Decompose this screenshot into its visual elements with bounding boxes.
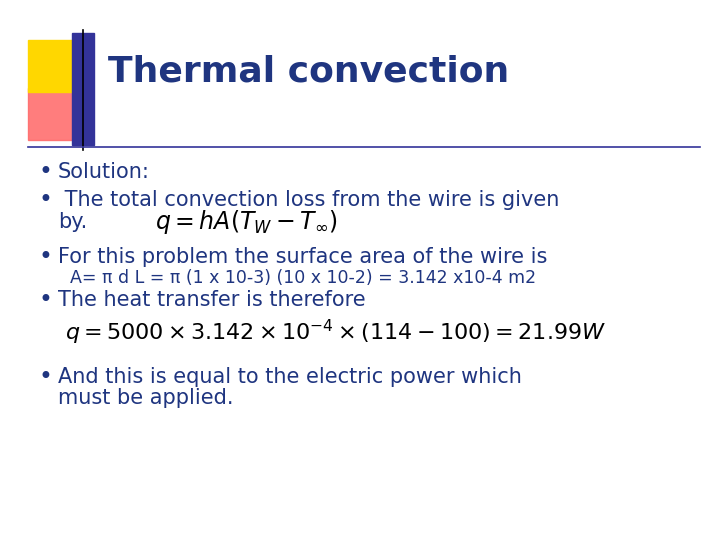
Text: For this problem the surface area of the wire is: For this problem the surface area of the…	[58, 247, 547, 267]
Text: •: •	[38, 188, 52, 212]
Bar	[28, 40, 80, 92]
Text: Solution:: Solution:	[58, 162, 150, 182]
Text: •: •	[38, 365, 52, 389]
Text: •: •	[38, 160, 52, 184]
Text: by.: by.	[58, 212, 87, 232]
Text: $q = hA(T_W - T_{\infty})$: $q = hA(T_W - T_{\infty})$	[155, 208, 338, 236]
Text: The total convection loss from the wire is given: The total convection loss from the wire …	[58, 190, 559, 210]
Text: •: •	[38, 245, 52, 269]
Text: The heat transfer is therefore: The heat transfer is therefore	[58, 290, 366, 310]
Text: Thermal convection: Thermal convection	[108, 55, 509, 89]
Text: •: •	[38, 288, 52, 312]
Text: must be applied.: must be applied.	[58, 388, 233, 408]
Text: A= π d L = π (1 x 10-3) (10 x 10-2) = 3.142 x10-4 m2: A= π d L = π (1 x 10-3) (10 x 10-2) = 3.…	[70, 269, 536, 287]
Bar	[72, 33, 94, 145]
Bar	[28, 88, 80, 140]
Text: And this is equal to the electric power which: And this is equal to the electric power …	[58, 367, 522, 387]
Text: $q = 5000\times3.142\times10^{-4}\times(114-100)=21.99W$: $q = 5000\times3.142\times10^{-4}\times(…	[65, 318, 606, 347]
